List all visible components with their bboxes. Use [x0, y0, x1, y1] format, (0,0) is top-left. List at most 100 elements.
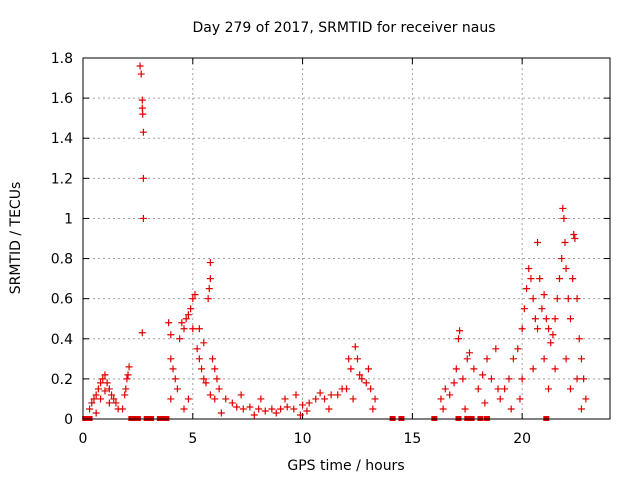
data-point	[525, 265, 533, 273]
data-point	[296, 411, 304, 419]
data-point	[139, 128, 147, 136]
data-point	[577, 405, 585, 413]
data-point	[487, 375, 495, 383]
x-tick-label: 0	[79, 431, 88, 447]
data-point	[112, 399, 120, 407]
data-point	[189, 325, 197, 333]
data-point	[178, 319, 186, 327]
data-point	[97, 379, 105, 387]
data-point	[564, 295, 572, 303]
data-point	[123, 375, 131, 383]
data-point	[92, 391, 100, 399]
data-point	[558, 255, 566, 263]
data-point	[139, 174, 147, 182]
data-point	[272, 409, 280, 417]
data-point	[119, 405, 127, 413]
data-point	[509, 355, 517, 363]
data-point	[121, 391, 129, 399]
data-point	[364, 365, 372, 373]
data-point	[351, 343, 359, 351]
data-point	[534, 239, 542, 247]
data-point	[542, 315, 550, 323]
data-point	[211, 395, 219, 403]
data-point	[501, 385, 509, 393]
data-point	[446, 391, 454, 399]
data-point	[292, 391, 300, 399]
data-point	[562, 355, 570, 363]
data-point	[439, 405, 447, 413]
grid	[83, 58, 610, 419]
data-point	[92, 409, 100, 417]
x-tick-label: 5	[188, 431, 197, 447]
data-point	[555, 275, 563, 283]
data-point	[569, 275, 577, 283]
data-point	[305, 399, 313, 407]
data-point	[362, 379, 370, 387]
data-point	[277, 405, 285, 413]
data-point	[198, 365, 206, 373]
data-point	[353, 355, 361, 363]
data-point	[505, 375, 513, 383]
data-point	[369, 405, 377, 413]
data-point	[520, 305, 528, 313]
data-point	[184, 311, 192, 319]
data-point	[167, 395, 175, 403]
y-tick-label: 1.4	[51, 131, 73, 147]
data-point	[165, 319, 173, 327]
data-point	[233, 403, 241, 411]
data-point	[492, 345, 500, 353]
x-tick-label: 20	[513, 431, 531, 447]
data-point	[205, 285, 213, 293]
data-point	[101, 371, 109, 379]
data-point	[257, 395, 265, 403]
x-axis-title: GPS time / hours	[287, 458, 404, 474]
data-point	[176, 335, 184, 343]
data-point	[138, 96, 146, 104]
data-point	[571, 235, 579, 242]
data-point	[86, 405, 94, 413]
data-point	[189, 295, 197, 303]
data-point	[184, 395, 192, 403]
data-point	[573, 375, 581, 383]
data-point	[180, 325, 188, 333]
data-point	[465, 349, 473, 357]
data-point	[356, 371, 364, 379]
x-tick-label: 15	[403, 431, 421, 447]
y-tick-label: 1.6	[51, 91, 73, 107]
data-point	[358, 375, 366, 383]
data-point	[101, 387, 109, 395]
data-point	[454, 335, 462, 343]
data-point	[559, 204, 567, 212]
data-point	[290, 405, 298, 413]
data-point	[481, 399, 489, 407]
data-point	[540, 355, 548, 363]
data-point	[299, 401, 307, 409]
data-point	[334, 391, 342, 399]
data-point	[281, 395, 289, 403]
data-point	[167, 331, 175, 339]
data-point	[200, 339, 208, 347]
data-point	[90, 395, 98, 403]
data-point	[283, 403, 291, 411]
data-point	[215, 385, 223, 393]
data-point	[496, 395, 504, 403]
data-point	[169, 365, 177, 373]
data-point	[349, 395, 357, 403]
data-point	[136, 62, 144, 70]
data-point	[561, 239, 569, 247]
data-point	[562, 265, 570, 273]
data-point	[470, 365, 478, 373]
data-point	[560, 214, 568, 222]
data-point	[325, 405, 333, 413]
data-point	[566, 315, 574, 323]
data-point	[105, 385, 113, 393]
data-point	[206, 275, 214, 283]
y-tick-label: 1.2	[51, 171, 73, 187]
data-point	[452, 365, 460, 373]
data-point	[345, 355, 353, 363]
data-point	[479, 371, 487, 379]
data-point	[217, 409, 225, 417]
data-point	[456, 327, 464, 335]
data-point	[167, 355, 175, 363]
data-point	[213, 375, 221, 383]
